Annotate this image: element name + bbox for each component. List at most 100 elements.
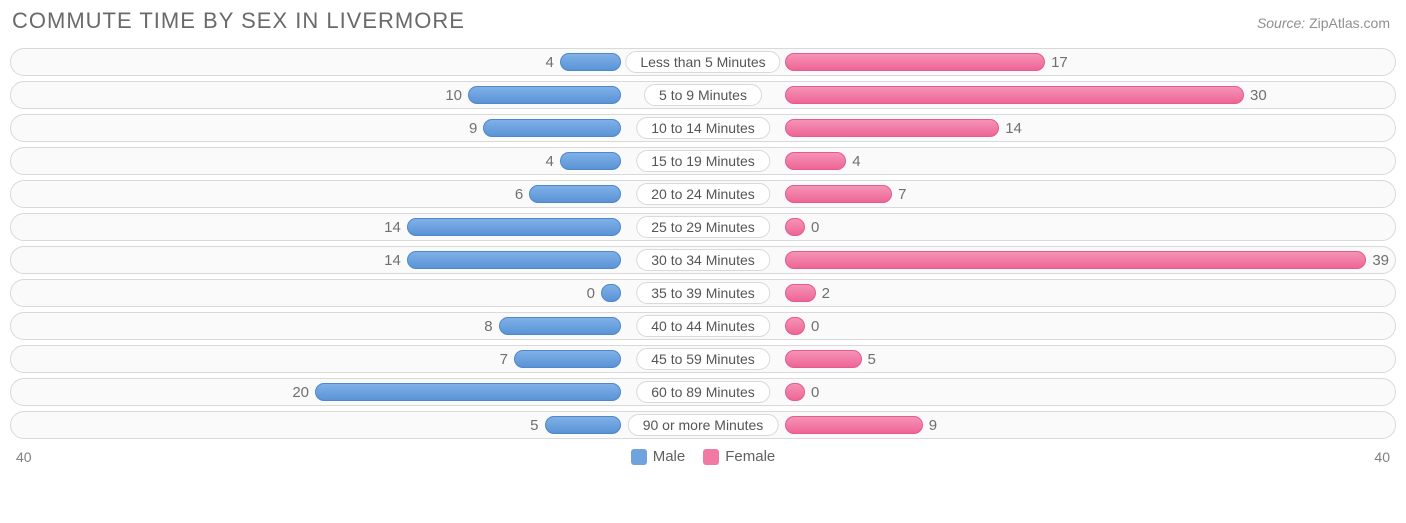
female-half: 17	[703, 49, 1395, 75]
female-value: 0	[805, 384, 825, 401]
male-bar	[315, 383, 621, 401]
female-value: 39	[1366, 252, 1395, 269]
chart-area: 4 17 Less than 5 Minutes 10 30 5 to 9 Minutes…	[10, 42, 1396, 439]
chart-row: 10 30 5 to 9 Minutes	[10, 81, 1396, 109]
category-label: 30 to 34 Minutes	[636, 249, 770, 271]
male-value: 9	[463, 120, 483, 137]
male-half: 9	[11, 115, 703, 141]
category-label: 15 to 19 Minutes	[636, 150, 770, 172]
female-half: 14	[703, 115, 1395, 141]
female-value: 7	[892, 186, 912, 203]
category-label: Less than 5 Minutes	[625, 51, 780, 73]
category-label: 40 to 44 Minutes	[636, 315, 770, 337]
female-bar	[785, 86, 1244, 104]
female-half: 2	[703, 280, 1395, 306]
category-label: 35 to 39 Minutes	[636, 282, 770, 304]
legend: Male Female	[631, 448, 776, 465]
male-half: 0	[11, 280, 703, 306]
female-value: 17	[1045, 54, 1074, 71]
category-label: 25 to 29 Minutes	[636, 216, 770, 238]
male-value: 7	[494, 351, 514, 368]
chart-row: 8 0 40 to 44 Minutes	[10, 312, 1396, 340]
male-bar	[407, 218, 621, 236]
female-bar	[785, 284, 816, 302]
male-value: 4	[539, 54, 559, 71]
female-bar	[785, 218, 805, 236]
chart-row: 4 4 15 to 19 Minutes	[10, 147, 1396, 175]
axis-max-right: 40	[1374, 449, 1390, 465]
male-half: 4	[11, 148, 703, 174]
male-value: 6	[509, 186, 529, 203]
male-half: 10	[11, 82, 703, 108]
chart-row: 6 7 20 to 24 Minutes	[10, 180, 1396, 208]
chart-header: COMMUTE TIME BY SEX IN LIVERMORE Source:…	[10, 4, 1396, 42]
male-bar	[483, 119, 621, 137]
female-half: 4	[703, 148, 1395, 174]
legend-male: Male	[631, 448, 686, 465]
source-value: ZipAtlas.com	[1309, 15, 1390, 31]
female-value: 4	[846, 153, 866, 170]
female-value: 14	[999, 120, 1028, 137]
male-half: 20	[11, 379, 703, 405]
male-bar	[468, 86, 621, 104]
male-bar	[601, 284, 621, 302]
category-label: 90 or more Minutes	[628, 414, 779, 436]
male-value: 14	[378, 219, 407, 236]
male-value: 5	[524, 417, 544, 434]
female-half: 39	[703, 247, 1395, 273]
legend-female-label: Female	[725, 448, 775, 465]
female-bar	[785, 383, 805, 401]
female-value: 2	[816, 285, 836, 302]
female-value: 30	[1244, 87, 1273, 104]
male-half: 4	[11, 49, 703, 75]
male-bar	[545, 416, 622, 434]
chart-row: 20 0 60 to 89 Minutes	[10, 378, 1396, 406]
legend-female: Female	[703, 448, 775, 465]
male-value: 4	[539, 153, 559, 170]
male-value: 20	[286, 384, 315, 401]
male-bar	[499, 317, 621, 335]
female-bar	[785, 317, 805, 335]
female-half: 0	[703, 313, 1395, 339]
female-bar	[785, 119, 999, 137]
female-half: 0	[703, 214, 1395, 240]
female-bar	[785, 350, 862, 368]
category-label: 10 to 14 Minutes	[636, 117, 770, 139]
axis-max-left: 40	[16, 449, 32, 465]
male-half: 14	[11, 214, 703, 240]
female-bar	[785, 185, 892, 203]
female-half: 5	[703, 346, 1395, 372]
female-bar	[785, 416, 923, 434]
female-value: 0	[805, 318, 825, 335]
male-bar	[560, 53, 621, 71]
female-half: 9	[703, 412, 1395, 438]
male-value: 0	[581, 285, 601, 302]
chart-row: 14 39 30 to 34 Minutes	[10, 246, 1396, 274]
chart-row: 9 14 10 to 14 Minutes	[10, 114, 1396, 142]
category-label: 60 to 89 Minutes	[636, 381, 770, 403]
female-bar	[785, 53, 1045, 71]
female-half: 7	[703, 181, 1395, 207]
female-bar	[785, 251, 1366, 269]
male-value: 14	[378, 252, 407, 269]
legend-male-swatch	[631, 449, 647, 465]
chart-row: 5 9 90 or more Minutes	[10, 411, 1396, 439]
category-label: 5 to 9 Minutes	[644, 84, 762, 106]
female-value: 0	[805, 219, 825, 236]
male-half: 7	[11, 346, 703, 372]
chart-row: 7 5 45 to 59 Minutes	[10, 345, 1396, 373]
chart-row: 4 17 Less than 5 Minutes	[10, 48, 1396, 76]
male-value: 10	[439, 87, 468, 104]
category-label: 20 to 24 Minutes	[636, 183, 770, 205]
source-label: Source:	[1257, 15, 1305, 31]
male-half: 14	[11, 247, 703, 273]
female-value: 5	[862, 351, 882, 368]
female-value: 9	[923, 417, 943, 434]
male-half: 8	[11, 313, 703, 339]
male-bar	[529, 185, 621, 203]
category-label: 45 to 59 Minutes	[636, 348, 770, 370]
male-bar	[407, 251, 621, 269]
male-bar	[514, 350, 621, 368]
female-half: 0	[703, 379, 1395, 405]
legend-female-swatch	[703, 449, 719, 465]
